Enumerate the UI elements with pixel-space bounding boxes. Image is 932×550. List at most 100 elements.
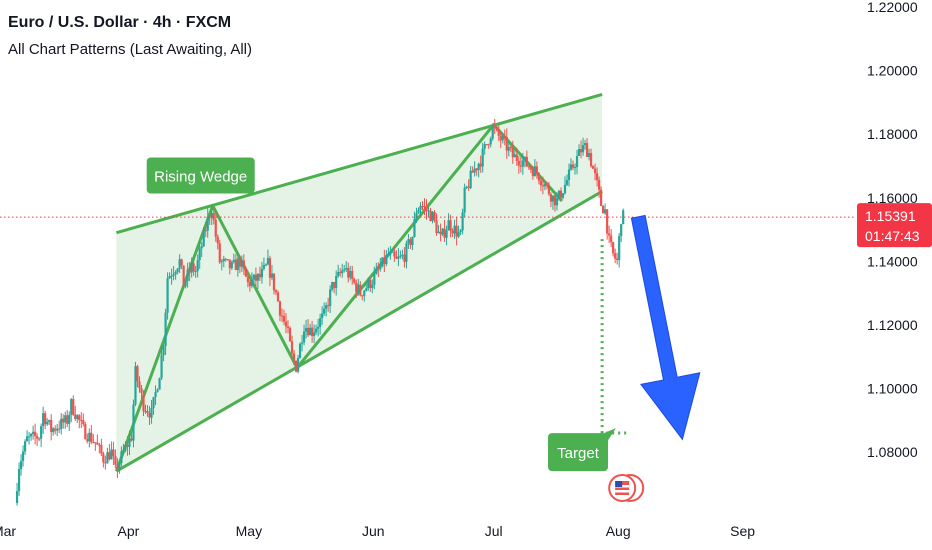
- candle-body[interactable]: [156, 389, 159, 392]
- candle-body[interactable]: [598, 179, 601, 190]
- candle-body[interactable]: [563, 184, 567, 194]
- wedge-lower-trendline[interactable]: [115, 190, 603, 473]
- candle-body[interactable]: [449, 220, 452, 231]
- candle-body[interactable]: [240, 260, 243, 267]
- candle-body[interactable]: [196, 260, 199, 271]
- candle-body[interactable]: [238, 258, 241, 267]
- candle-body[interactable]: [168, 276, 171, 279]
- candle-body[interactable]: [192, 263, 195, 272]
- candle-body[interactable]: [445, 230, 448, 238]
- candle-body[interactable]: [483, 144, 486, 149]
- candle-body[interactable]: [503, 136, 506, 138]
- candle-body[interactable]: [292, 353, 296, 361]
- candle-body[interactable]: [298, 343, 302, 359]
- candle-body[interactable]: [152, 397, 155, 409]
- candle-body[interactable]: [569, 164, 573, 170]
- candle-body[interactable]: [146, 411, 149, 413]
- candle-body[interactable]: [102, 453, 105, 463]
- candle-body[interactable]: [60, 418, 63, 429]
- candle-body[interactable]: [411, 236, 414, 246]
- candle-body[interactable]: [212, 212, 215, 220]
- candle-body[interactable]: [306, 327, 310, 336]
- candle-body[interactable]: [38, 438, 41, 440]
- candlestick-series[interactable]: [15, 118, 625, 506]
- target-label-box[interactable]: [548, 433, 609, 472]
- candle-body[interactable]: [537, 173, 540, 181]
- candle-body[interactable]: [88, 432, 91, 442]
- candle-body[interactable]: [244, 268, 247, 277]
- candle-body[interactable]: [361, 295, 364, 297]
- candle-body[interactable]: [276, 292, 280, 302]
- candle-body[interactable]: [188, 269, 191, 273]
- candle-body[interactable]: [204, 230, 207, 232]
- candle-body[interactable]: [15, 491, 19, 504]
- candle-body[interactable]: [437, 231, 440, 234]
- candle-body[interactable]: [357, 284, 360, 293]
- candle-body[interactable]: [186, 269, 189, 281]
- candle-body[interactable]: [142, 392, 145, 412]
- candle-body[interactable]: [178, 259, 181, 269]
- candle-body[interactable]: [220, 261, 223, 263]
- candle-body[interactable]: [126, 444, 129, 447]
- candle-body[interactable]: [606, 209, 609, 234]
- candle-body[interactable]: [72, 399, 75, 415]
- candle-body[interactable]: [248, 281, 251, 287]
- candle-body[interactable]: [559, 190, 563, 198]
- price-axis[interactable]: 1.08000 1.10000 1.12000 1.14000 1.16000 1.180…: [867, 0, 918, 460]
- candle-body[interactable]: [417, 209, 420, 214]
- event-flags[interactable]: [608, 474, 645, 502]
- candle-body[interactable]: [391, 251, 394, 253]
- candle-body[interactable]: [575, 155, 579, 168]
- candle-body[interactable]: [487, 144, 490, 146]
- candle-body[interactable]: [473, 168, 476, 173]
- candle-body[interactable]: [232, 259, 235, 263]
- candle-body[interactable]: [455, 225, 458, 237]
- candle-body[interactable]: [242, 260, 245, 269]
- candle-body[interactable]: [495, 127, 498, 129]
- candle-body[interactable]: [585, 143, 589, 158]
- candle-body[interactable]: [539, 180, 542, 186]
- candle-body[interactable]: [421, 205, 424, 207]
- candle-body[interactable]: [98, 444, 101, 446]
- candle-body[interactable]: [104, 462, 107, 464]
- candle-body[interactable]: [62, 418, 65, 423]
- candle-body[interactable]: [34, 431, 37, 437]
- candle-body[interactable]: [300, 342, 304, 344]
- candle-body[interactable]: [403, 254, 406, 262]
- candle-body[interactable]: [523, 156, 526, 161]
- candle-body[interactable]: [593, 168, 597, 174]
- candle-body[interactable]: [290, 341, 294, 354]
- candle-body[interactable]: [545, 184, 549, 186]
- candle-body[interactable]: [252, 274, 255, 280]
- candle-body[interactable]: [54, 428, 57, 431]
- candle-body[interactable]: [547, 185, 551, 195]
- candle-body[interactable]: [581, 145, 585, 153]
- candle-body[interactable]: [19, 460, 23, 469]
- candle-body[interactable]: [134, 366, 137, 405]
- candle-body[interactable]: [84, 424, 87, 439]
- candle-body[interactable]: [30, 433, 33, 437]
- candle-body[interactable]: [589, 153, 593, 167]
- candle-body[interactable]: [278, 301, 282, 316]
- candle-body[interactable]: [120, 451, 123, 464]
- candle-body[interactable]: [122, 450, 125, 452]
- candle-body[interactable]: [365, 288, 368, 291]
- candle-body[interactable]: [481, 148, 484, 167]
- candle-body[interactable]: [513, 154, 516, 158]
- candle-body[interactable]: [519, 165, 522, 167]
- candle-body[interactable]: [214, 219, 217, 237]
- candle-body[interactable]: [268, 258, 272, 278]
- candle-body[interactable]: [499, 135, 502, 141]
- candle-body[interactable]: [112, 449, 115, 457]
- candle-body[interactable]: [280, 315, 284, 317]
- candle-body[interactable]: [304, 327, 308, 332]
- candle-body[interactable]: [531, 169, 534, 177]
- candle-body[interactable]: [58, 428, 61, 430]
- candle-body[interactable]: [144, 411, 147, 413]
- candle-body[interactable]: [439, 231, 442, 235]
- candle-body[interactable]: [246, 276, 249, 282]
- candle-body[interactable]: [114, 456, 117, 465]
- candle-body[interactable]: [100, 444, 103, 454]
- candle-body[interactable]: [200, 246, 203, 249]
- candle-body[interactable]: [620, 224, 623, 237]
